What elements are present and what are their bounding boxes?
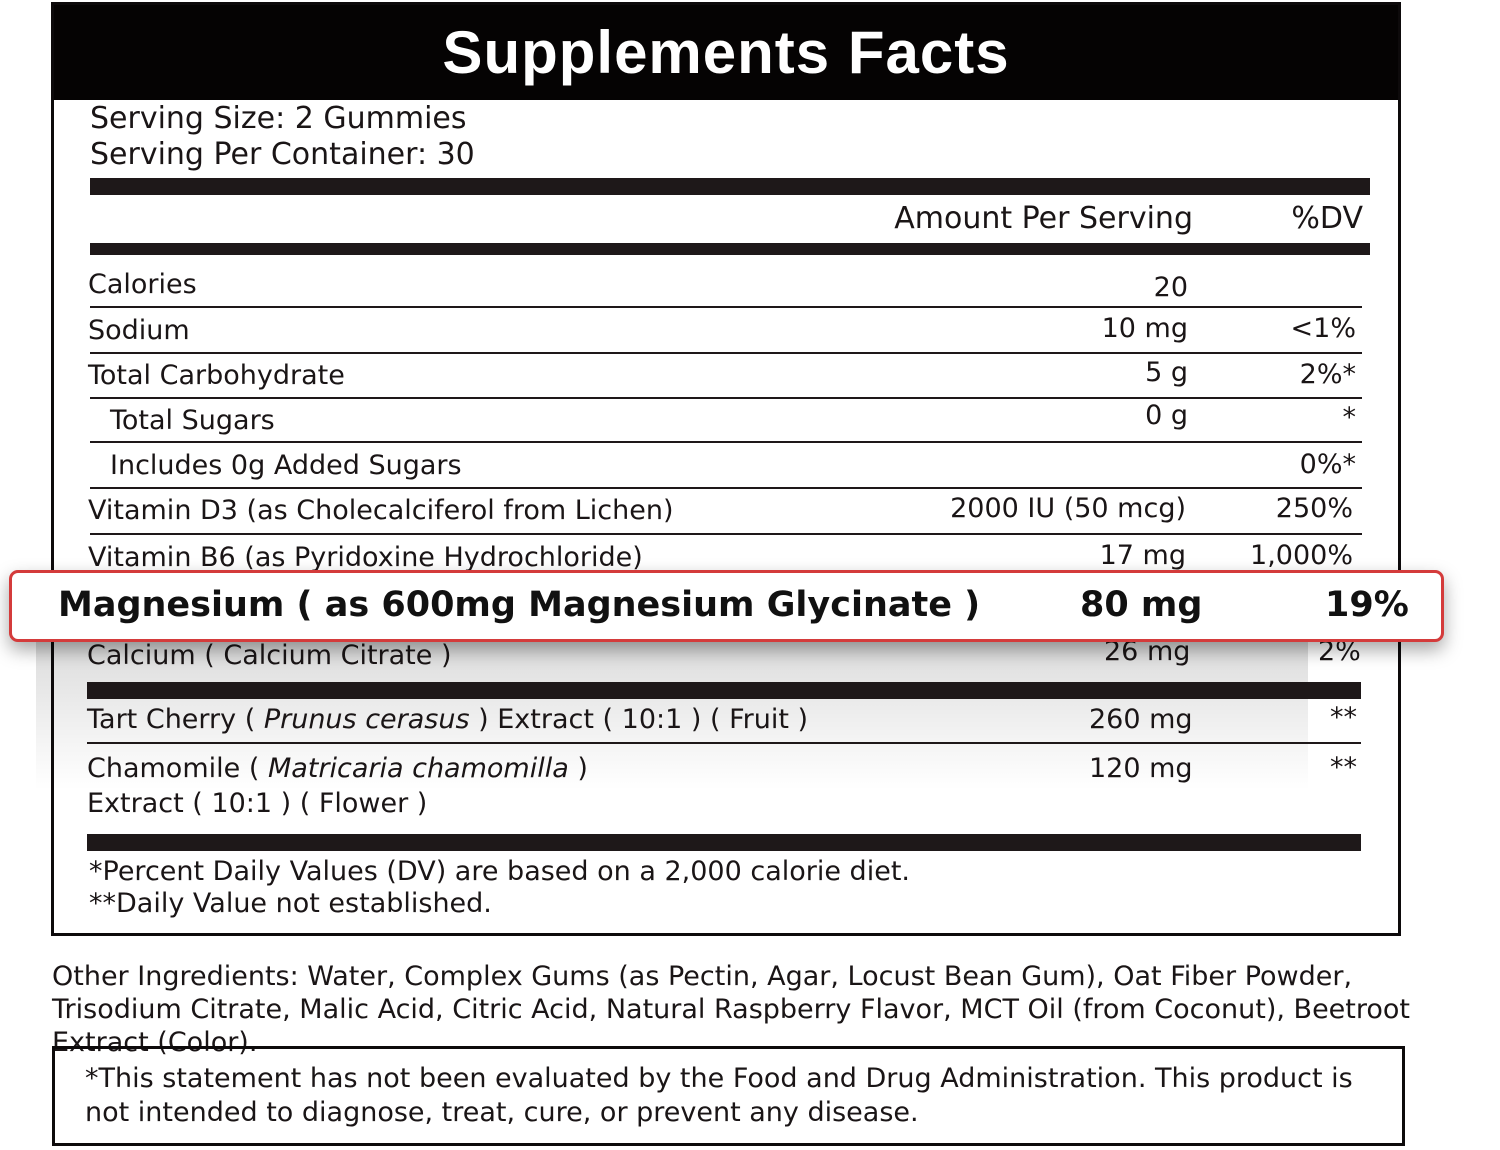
nutrient-dv: 1,000% [1250, 540, 1353, 571]
divider [90, 441, 1362, 443]
name-part: ) [568, 753, 588, 784]
botanical-name: Tart Cherry ( Prunus cerasus ) Extract (… [87, 704, 808, 735]
nutrient-amount: 5 g [1145, 357, 1188, 388]
botanical-dv: ** [1330, 752, 1357, 783]
serving-size: Serving Size: 2 Gummies [90, 101, 467, 136]
divider [90, 397, 1362, 399]
nutrient-amount: 80 mg [1080, 585, 1203, 625]
nutrient-amount: 10 mg [1101, 313, 1188, 344]
botanical-dv: ** [1330, 702, 1357, 733]
nutrient-amount: 2000 IU (50 mcg) [950, 493, 1186, 524]
nutrient-name: Vitamin D3 (as Cholecalciferol from Lich… [88, 495, 674, 526]
servings-per-container: Serving Per Container: 30 [90, 137, 475, 172]
name-part: ) Extract ( 10:1 ) ( Fruit ) [469, 704, 809, 735]
latin-name: Prunus cerasus [263, 704, 470, 735]
nutrient-dv: 250% [1275, 493, 1353, 524]
nutrient-name: Includes 0g Added Sugars [110, 450, 462, 481]
dv-header: %DV [1291, 201, 1363, 236]
divider-thick [87, 682, 1361, 699]
magnesium-highlight: Magnesium ( as 600mg Magnesium Glycinate… [9, 570, 1444, 642]
highlight-shadow [36, 640, 1308, 790]
divider [90, 487, 1362, 489]
nutrient-dv: 2%* [1299, 359, 1356, 390]
nutrient-dv: * [1342, 402, 1357, 433]
name-part: Tart Cherry ( [87, 704, 264, 735]
botanical-name: Chamomile ( Matricaria chamomilla ) [87, 753, 588, 784]
botanical-amount: 120 mg [1089, 753, 1193, 784]
divider [90, 306, 1362, 308]
nutrient-amount: 0 g [1145, 400, 1188, 431]
footnote-not-established: **Daily Value not established. [89, 888, 492, 919]
nutrient-dv: <1% [1290, 313, 1356, 344]
nutrient-dv: 19% [1325, 585, 1409, 625]
nutrient-dv: 0%* [1299, 449, 1356, 480]
supplement-facts-panel: Supplements Facts Serving Size: 2 Gummie… [51, 2, 1401, 936]
nutrient-name: Calories [88, 269, 197, 300]
divider-thick [87, 834, 1361, 851]
nutrient-name: Total Sugars [110, 405, 275, 436]
latin-name: Matricaria chamomilla [267, 753, 569, 784]
divider [87, 742, 1361, 744]
nutrient-name: Calcium ( Calcium Citrate ) [87, 640, 452, 671]
divider-thick [90, 243, 1370, 255]
botanical-name-line2: Extract ( 10:1 ) ( Flower ) [87, 788, 428, 819]
nutrient-amount: 20 [1153, 272, 1188, 303]
footnote-dv: *Percent Daily Values (DV) are based on … [89, 856, 910, 887]
divider-thick [90, 178, 1370, 195]
fda-disclaimer-box: *This statement has not been evaluated b… [52, 1046, 1405, 1146]
other-ingredients: Other Ingredients: Water, Complex Gums (… [52, 961, 1411, 1058]
divider [90, 352, 1362, 354]
divider [90, 533, 1362, 535]
nutrient-amount: 17 mg [1099, 540, 1186, 571]
name-part: Chamomile ( [87, 753, 268, 784]
nutrient-name: Sodium [88, 315, 190, 346]
amount-per-serving-header: Amount Per Serving [894, 201, 1193, 236]
panel-title: Supplements Facts [442, 19, 1010, 86]
nutrient-name: Vitamin B6 (as Pyridoxine Hydrochloride) [88, 542, 643, 573]
nutrient-name: Magnesium ( as 600mg Magnesium Glycinate… [58, 585, 981, 625]
botanical-amount: 260 mg [1089, 704, 1193, 735]
title-bar: Supplements Facts [54, 5, 1398, 100]
nutrient-name: Total Carbohydrate [88, 360, 345, 391]
fda-disclaimer: *This statement has not been evaluated b… [85, 1063, 1353, 1128]
